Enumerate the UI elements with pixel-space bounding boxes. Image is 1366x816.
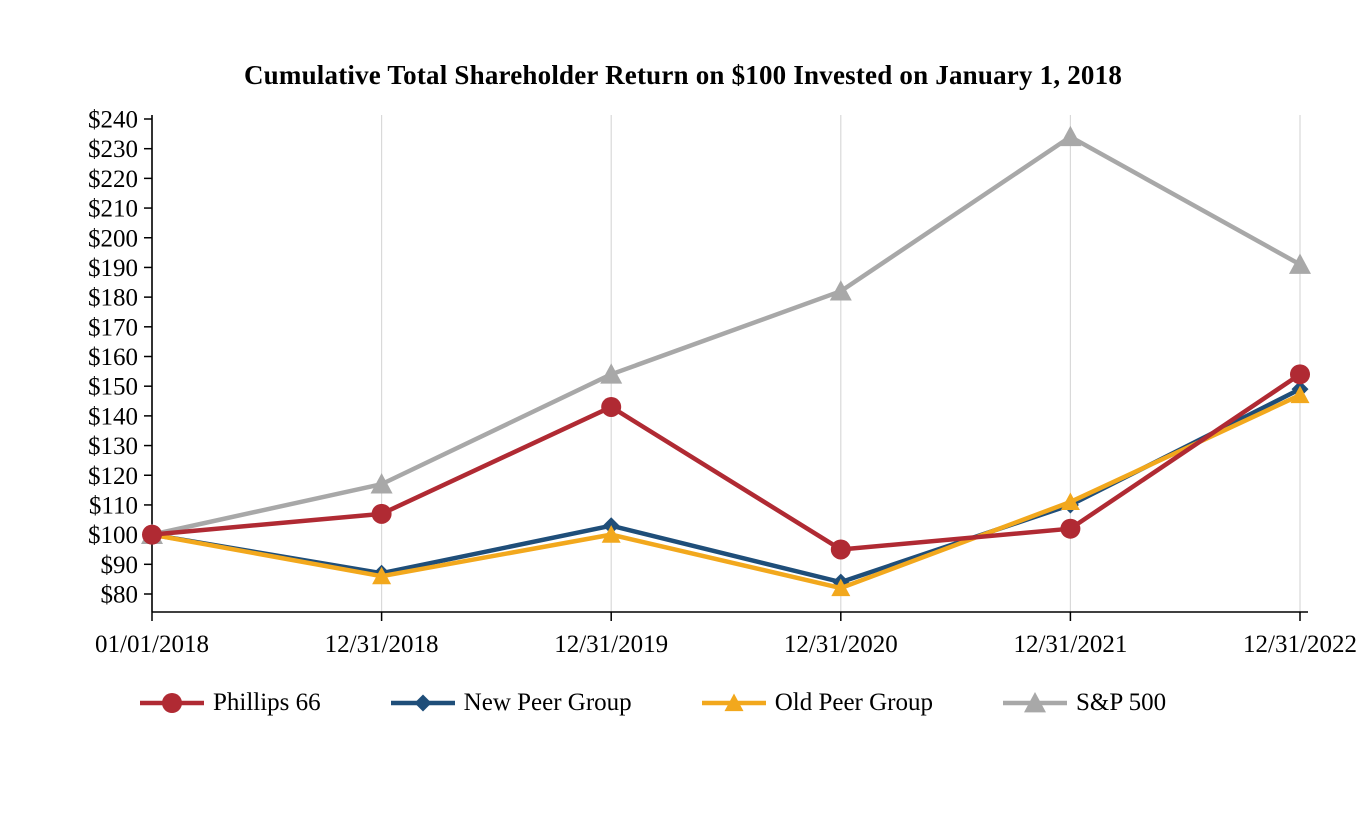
y-tick-label: $190 (88, 255, 138, 282)
y-tick-label: $200 (88, 225, 138, 252)
legend-sample-diamond-icon (390, 694, 455, 712)
marker-triangle (1024, 692, 1046, 713)
marker-triangle (370, 473, 393, 494)
legend-label: Phillips 66 (213, 689, 321, 716)
marker-circle (142, 524, 162, 545)
y-tick-label: $130 (88, 433, 138, 460)
marker-circle (371, 503, 392, 524)
y-tick-label: $240 (88, 107, 138, 134)
marker-circle (601, 396, 622, 417)
legend-item-s-p-500: S&P 500 (1003, 688, 1166, 718)
y-tick-label: $160 (88, 344, 138, 371)
marker-triangle (1290, 385, 1310, 404)
marker-diamond (414, 694, 432, 712)
legend-sample-triangle-icon (701, 693, 766, 712)
legend-sample-circle-icon (140, 693, 204, 713)
plot-svg: $80$90$100$110$120$130$140$150$160$170$1… (88, 107, 1357, 659)
y-tick-label: $150 (88, 374, 138, 401)
marker-triangle (372, 566, 392, 585)
y-tick-label: $80 (101, 582, 139, 609)
marker-triangle (829, 280, 852, 301)
y-tick-label: $100 (88, 522, 138, 549)
legend: Phillips 66 New Peer Group Old Peer Group S… (140, 688, 1366, 718)
y-tick-label: $170 (88, 314, 138, 341)
x-tick-label: 12/31/2022 (1243, 631, 1357, 657)
x-tick-label: 12/31/2021 (1013, 631, 1127, 657)
legend-sample-triangle-icon (1003, 692, 1067, 713)
chart-title: Cumulative Total Shareholder Return on $… (243, 60, 1123, 90)
marker-triangle (1289, 253, 1311, 274)
y-tick-label: $90 (101, 552, 139, 579)
marker-triangle (600, 363, 623, 384)
legend-label: S&P 500 (1076, 689, 1167, 716)
y-tick-label: $210 (88, 196, 138, 223)
legend-item-phillips-66: Phillips 66 (140, 688, 321, 718)
legend-item-old-peer-group: Old Peer Group (701, 688, 933, 718)
marker-circle (162, 693, 182, 713)
marker-triangle (831, 578, 851, 597)
series-line-phillips-66 (149, 372, 1303, 552)
marker-triangle (1060, 492, 1080, 511)
marker-circle (1290, 364, 1310, 385)
y-tick-label: $220 (88, 166, 138, 193)
series-line-new-peer-group (149, 386, 1303, 585)
marker-triangle (1059, 125, 1082, 147)
legend-item-new-peer-group: New Peer Group (390, 688, 632, 718)
x-tick-label: 12/31/2019 (554, 631, 668, 657)
y-tick-label: $140 (88, 403, 138, 430)
marker-triangle (724, 693, 744, 712)
plot-area: $80 $90 $100 $110 $120 $130 $140 $150 $160 $170 $1… (0, 97, 1366, 662)
marker-triangle (601, 525, 621, 543)
marker-circle (830, 539, 851, 560)
y-tick-label: $110 (89, 492, 138, 519)
y-tick-label: $180 (88, 285, 138, 312)
legend-label: New Peer Group (463, 689, 632, 716)
y-tick-label: $120 (88, 463, 138, 490)
series-line-old-peer-group (149, 392, 1303, 591)
y-tick-label: $230 (88, 136, 138, 163)
series-line-s-p-500 (149, 134, 1303, 537)
x-tick-label: 12/31/2018 (325, 631, 439, 657)
x-tick-label: 01/01/2018 (95, 631, 209, 657)
legend-label: Old Peer Group (774, 689, 933, 716)
marker-circle (1060, 518, 1081, 539)
x-tick-label: 12/31/2020 (784, 631, 898, 657)
